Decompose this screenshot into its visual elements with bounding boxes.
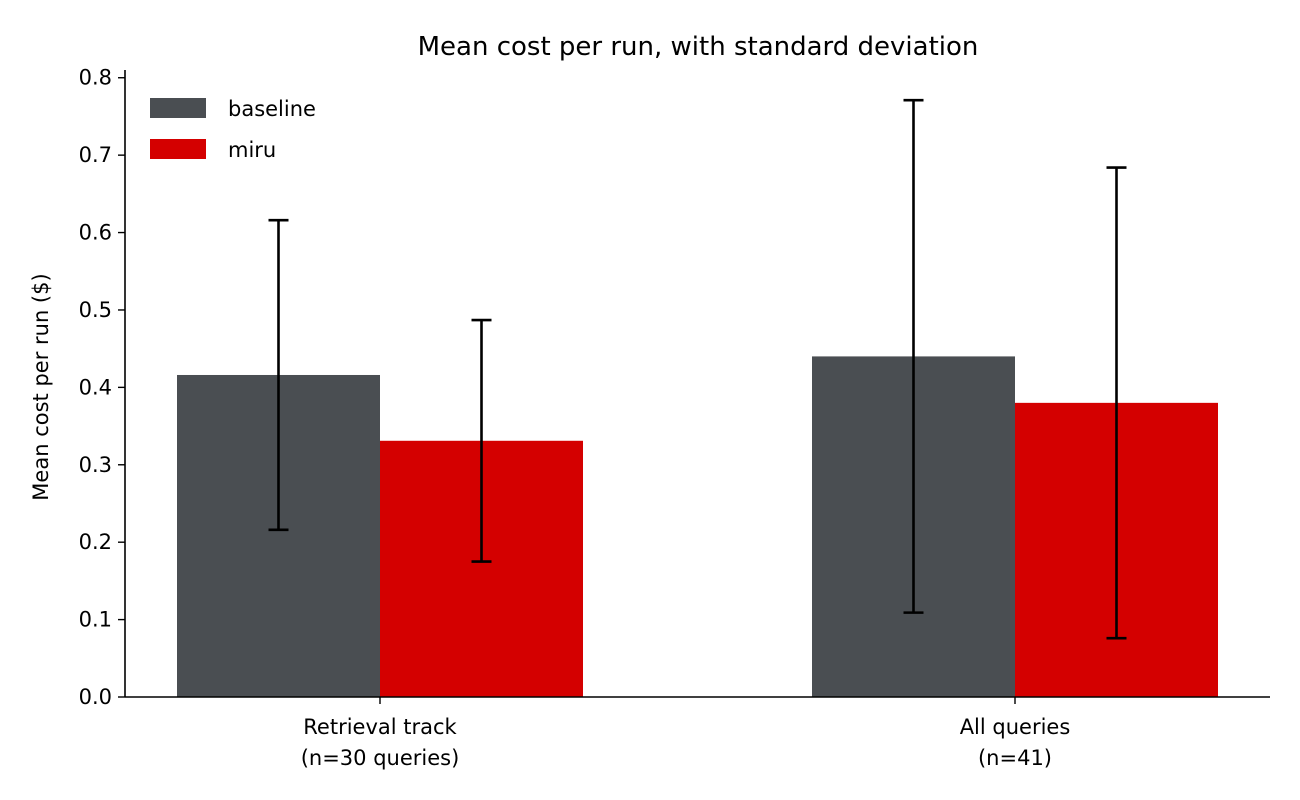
axes-layer: 0.0 0.1 0.2 0.3 0.4 0.5 0.6 0.7 0.8 Retrieval tra… — [79, 66, 1270, 770]
y-tick-label: 0.6 — [79, 221, 112, 245]
legend-swatch — [150, 139, 206, 159]
y-tick-label: 0.5 — [79, 298, 112, 322]
error-bar-baseline-1 — [903, 98, 924, 614]
error-bar-baseline-0 — [268, 218, 289, 532]
y-tick-label: 0.3 — [79, 453, 112, 477]
y-tick-label: 0.0 — [79, 685, 112, 709]
legend-swatch — [150, 98, 206, 118]
legend-item-baseline: baseline — [150, 97, 316, 121]
bars-layer — [177, 356, 1218, 697]
x-tick-label: All queries (n=41) — [960, 715, 1071, 770]
legend-label: miru — [228, 138, 276, 162]
y-tick-label: 0.1 — [79, 608, 112, 632]
y-tick-label: 0.4 — [79, 375, 112, 399]
chart-title: Mean cost per run, with standard deviati… — [418, 32, 979, 62]
error-bar-miru-1 — [1106, 166, 1127, 640]
error-bar-miru-0 — [471, 318, 492, 563]
x-tick-label: Retrieval track (n=30 queries) — [301, 715, 460, 770]
y-tick-label: 0.7 — [79, 143, 112, 167]
y-tick-label: 0.2 — [79, 530, 112, 554]
error-bars-layer — [268, 98, 1127, 640]
y-tick-label: 0.8 — [79, 66, 112, 90]
y-axis-label: Mean cost per run ($) — [29, 273, 53, 500]
legend-label: baseline — [228, 97, 316, 121]
legend-item-miru: miru — [150, 138, 276, 162]
legend: baseline miru — [150, 97, 316, 162]
